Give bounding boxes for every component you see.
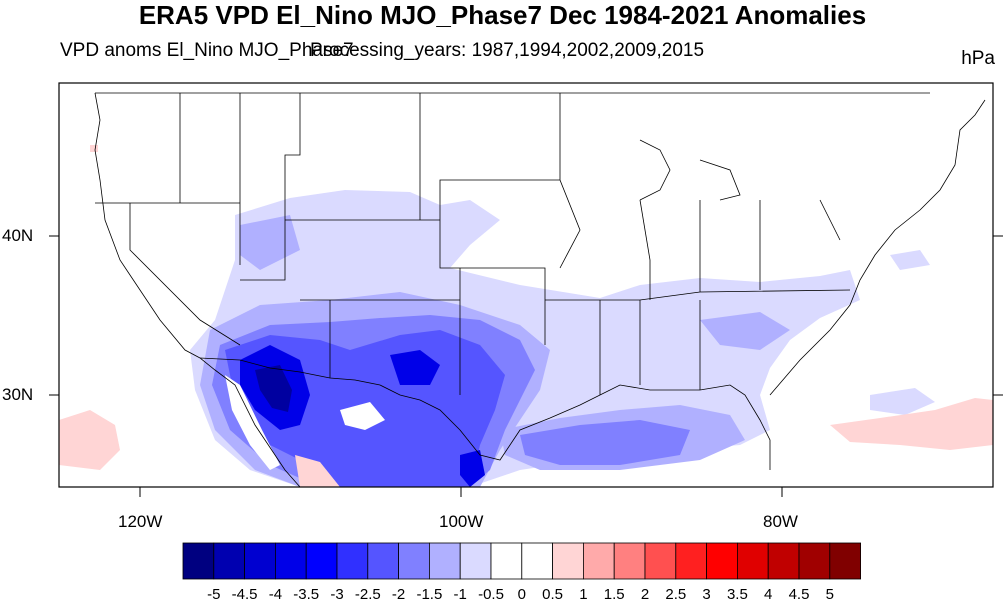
colorbar-swatch [613,542,646,580]
colorbar-tick-label: -4 [268,586,283,603]
map-frame [58,82,994,488]
colorbar-tick-label: -2.5 [354,586,381,603]
plot-title: ERA5 VPD El_Nino MJO_Phase7 Dec 1984-202… [138,0,867,30]
anomaly-fill-near-zero-gulf [225,375,385,470]
lon-label-120w: 120W [118,512,163,531]
lat-label-30n: 30N [2,385,34,404]
colorbar-swatch [398,542,430,580]
colorbar-tick-label: 5 [825,586,834,603]
colorbar-tick-label: 2 [640,586,650,603]
colorbar-swatch [583,542,615,580]
lat-label-40n: 40N [2,226,34,245]
colorbar-tick-label: -5 [207,586,221,603]
coastline-and-borders [94,92,986,487]
colorbar-tick-label: -1 [453,586,467,603]
colorbar-swatch [336,542,369,580]
colorbar-swatch [244,542,276,580]
colorbar-tick-label: 4.5 [788,586,810,603]
colorbar-swatch [521,542,553,580]
colorbar-swatch [367,542,399,580]
colorbar-tick-label: 0.5 [542,586,564,603]
colorbar-tick-label: -3.5 [293,586,320,603]
colorbar-tick-label: 0 [517,586,526,603]
colorbar-swatch [490,542,523,580]
axis-ticks [49,235,1003,497]
colorbar-tick-label: -2 [391,586,406,603]
colorbar-swatch [182,542,215,580]
subtitle-left: VPD anoms El_Nino MJO_Phase7 [60,40,354,61]
lon-label-100w: 100W [439,512,484,531]
colorbar-swatch [798,542,831,580]
colorbar-swatch [644,542,677,580]
colorbar-tick-label: -1.5 [416,586,443,603]
colorbar-swatch [767,542,800,580]
colorbar-tick-label: 3 [702,586,711,603]
colorbar-swatch [675,542,707,580]
colorbar-swatch [829,542,861,580]
colorbar-tick-label: 4 [764,586,773,603]
units-label: hPa [961,48,995,69]
lon-label-80w: 80W [763,512,798,531]
colorbar-tick-label: -3 [330,586,344,603]
colorbar-swatch [706,542,738,580]
colorbar-swatch [737,542,769,580]
colorbar-tick-label: 1.5 [603,586,625,603]
colorbar-tick-label: 2.5 [665,586,687,603]
colorbar-swatch [213,542,246,580]
colorbar-swatch [305,542,338,580]
anomaly-fill-blue-5 [255,365,292,412]
colorbar-tick-label: -4.5 [231,586,258,603]
colorbar-swatch [274,542,307,580]
anomaly-fill-positive [59,145,993,487]
colorbar-tick-label: 3.5 [726,586,748,603]
colorbar-tick-label: -0.5 [478,586,504,603]
colorbar-swatch [428,542,461,580]
colorbar-swatch [459,542,492,580]
colorbar-swatch [552,542,584,580]
colorbar-tick-label: 1 [579,586,588,603]
subtitle-processing-years: Processing_years: 1987,1994,2002,2009,20… [310,40,705,61]
